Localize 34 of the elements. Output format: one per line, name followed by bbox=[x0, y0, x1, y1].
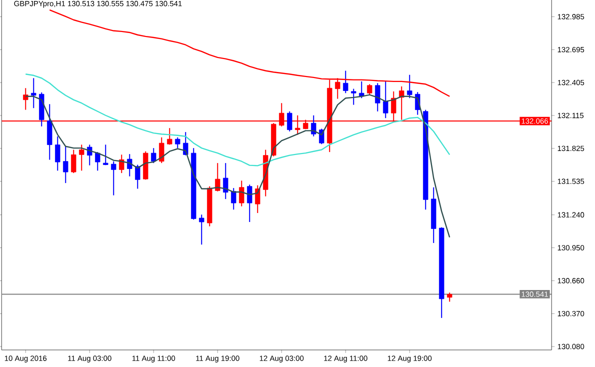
candlestick bbox=[287, 110, 292, 132]
candlestick bbox=[159, 136, 164, 164]
candlestick bbox=[103, 144, 108, 166]
candlestick bbox=[31, 78, 36, 109]
candlestick bbox=[367, 84, 372, 96]
candlestick bbox=[447, 292, 452, 302]
candlestick bbox=[215, 162, 220, 192]
candlestick bbox=[87, 144, 92, 166]
candlestick bbox=[151, 148, 156, 164]
candlestick bbox=[95, 152, 100, 172]
candlestick bbox=[111, 160, 116, 196]
candlestick bbox=[175, 136, 180, 149]
candlestick bbox=[199, 214, 204, 246]
candlestick bbox=[351, 88, 356, 106]
candlestick bbox=[71, 149, 76, 174]
candlestick bbox=[375, 82, 380, 112]
candlestick bbox=[63, 146, 68, 184]
candlestick bbox=[135, 164, 140, 190]
candlestick bbox=[79, 144, 84, 172]
candlestick bbox=[407, 74, 412, 99]
candlestick bbox=[343, 70, 348, 94]
candlestick bbox=[23, 88, 28, 110]
candlestick bbox=[55, 136, 60, 172]
line-series bbox=[25, 74, 450, 166]
candlestick bbox=[127, 154, 132, 177]
candlestick bbox=[239, 180, 244, 207]
candlestick bbox=[399, 86, 404, 120]
candlestick bbox=[231, 188, 236, 210]
candlestick bbox=[223, 162, 228, 200]
candlestick bbox=[247, 184, 252, 222]
candlestick bbox=[119, 154, 124, 174]
candlestick bbox=[167, 128, 172, 146]
candlestick bbox=[255, 184, 260, 214]
candlestick bbox=[383, 80, 388, 119]
